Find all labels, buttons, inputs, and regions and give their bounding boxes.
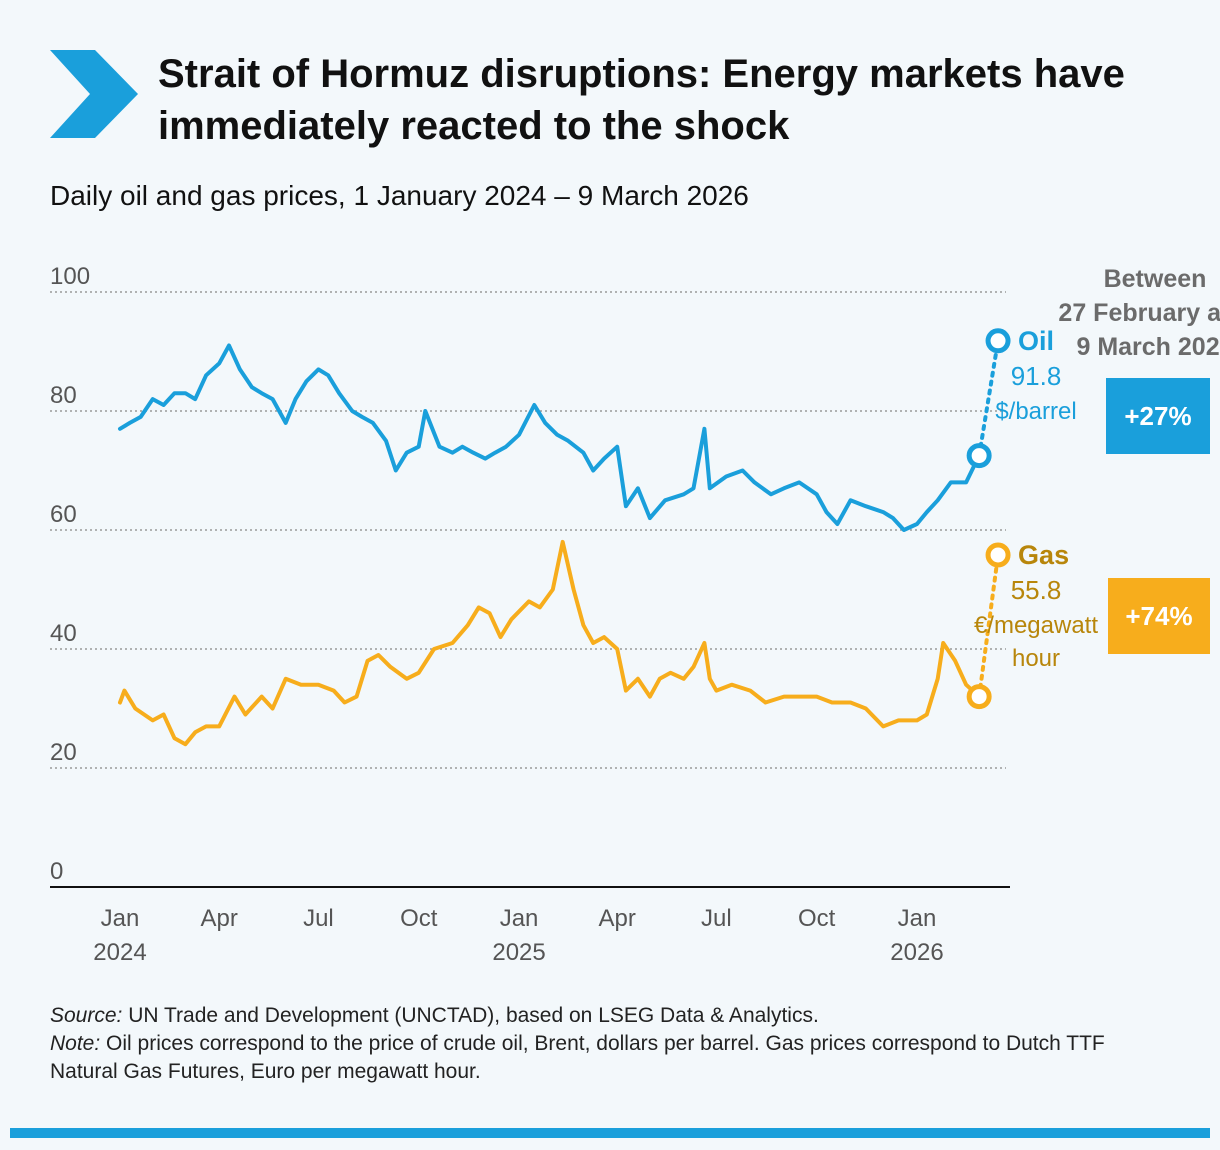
page-title: Strait of Hormuz disruptions: Energy mar… [158,52,1125,148]
period-line-1: Between [1103,265,1207,293]
chart-subtitle: Daily oil and gas prices, 1 January 2024… [50,180,749,211]
source-label: Source: [50,1004,123,1027]
start-marker-oil [966,443,992,469]
y-tick-label: 20 [50,739,77,766]
source-note: Source: UN Trade and Development (UNCTAD… [50,1002,1150,1030]
period-line-3: 9 March 2026 [1076,333,1220,361]
x-tick-label: Oct [400,905,438,932]
series-end-value: 55.8 [1011,575,1062,605]
oil-change-badge: +27% [1106,378,1210,454]
period-line-2: 27 February and [1058,299,1220,327]
x-tick-label: Oct [798,905,836,932]
note-label: Note: [50,1032,101,1055]
period-annotation: Between 27 February and 9 March 2026 [1040,262,1220,364]
series-name-label: Oil [1018,326,1054,356]
series-unit-label: €/megawatt [974,612,1098,639]
x-tick-label: Jan [500,905,539,932]
chevron-logo-icon [50,50,138,138]
methodology-note: Note: Oil prices correspond to the price… [50,1030,1150,1086]
x-tick-label: Jul [303,905,334,932]
change-connector-oil [977,338,1001,458]
y-tick-label: 100 [50,263,90,290]
y-tick-label: 0 [50,858,63,885]
series-line-gas [118,539,982,747]
x-tick-year-label: 2025 [492,939,545,966]
bottom-accent-bar [10,1128,1210,1138]
series-end-value: 91.8 [1011,361,1062,391]
series-unit-label: hour [1012,645,1060,672]
x-tick-label: Apr [598,905,635,932]
end-marker-gas [985,542,1011,568]
change-connector-gas [977,552,1001,699]
x-tick-label: Jan [101,905,140,932]
source-text: UN Trade and Development (UNCTAD), based… [128,1004,819,1027]
start-marker-gas [966,684,992,710]
y-tick-label: 60 [50,501,77,528]
y-tick-label: 40 [50,620,77,647]
footnotes: Source: UN Trade and Development (UNCTAD… [50,1002,1150,1086]
x-tick-year-label: 2026 [890,939,943,966]
series-unit-label: $/barrel [995,398,1076,425]
x-tick-label: Jul [701,905,732,932]
note-text: Oil prices correspond to the price of cr… [50,1032,1105,1083]
x-tick-year-label: 2024 [93,939,146,966]
series-name-label: Gas [1018,540,1069,570]
x-tick-label: Apr [201,905,238,932]
end-marker-oil [985,328,1011,354]
series-line-oil [118,343,982,532]
line-chart: 0 20 40 60 80 100 Jan 2024 Apr Jul Oct Jan 2025 Apr Ju… [50,263,1098,966]
gas-change-badge: +74% [1108,578,1210,654]
y-tick-label: 80 [50,382,77,409]
x-tick-label: Jan [898,905,937,932]
